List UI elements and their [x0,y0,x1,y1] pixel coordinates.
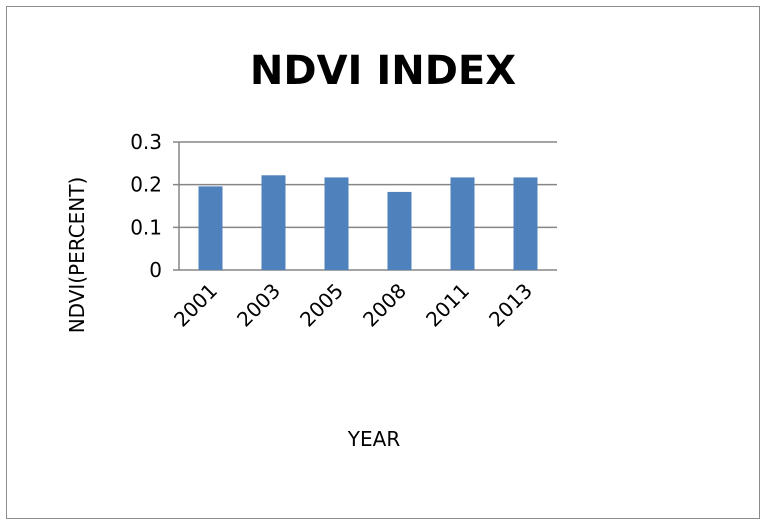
x-tick-label: 2013 [484,279,537,332]
x-axis-label: YEAR [347,427,401,451]
bar-2001 [198,186,223,270]
bar-2008 [387,191,412,270]
x-tick-label: 2001 [169,279,222,332]
bar-2013 [513,177,538,270]
y-tick-labels: 0 0.1 0.2 0.3 [130,130,162,282]
y-axis-label: NDVI(PERCENT) [65,177,89,334]
y-tick-label: 0.3 [130,130,162,154]
bar-2005 [324,177,349,270]
chart-frame [6,6,760,519]
chart-title: NDVI INDEX [250,48,516,94]
x-tick-label: 2008 [358,279,411,332]
x-tick-label: 2005 [295,279,348,332]
x-tick-label: 2003 [232,279,285,332]
bars [198,175,538,270]
bar-2003 [261,175,286,270]
y-tick-label: 0 [149,258,162,282]
y-tick-label: 0.2 [130,173,162,197]
bar-2011 [450,177,475,270]
x-tick-label: 2011 [421,279,474,332]
gridlines [173,141,557,271]
x-tick-labels: 2001 2003 2005 2008 2011 2013 [169,279,537,332]
y-tick-label: 0.1 [130,215,162,239]
